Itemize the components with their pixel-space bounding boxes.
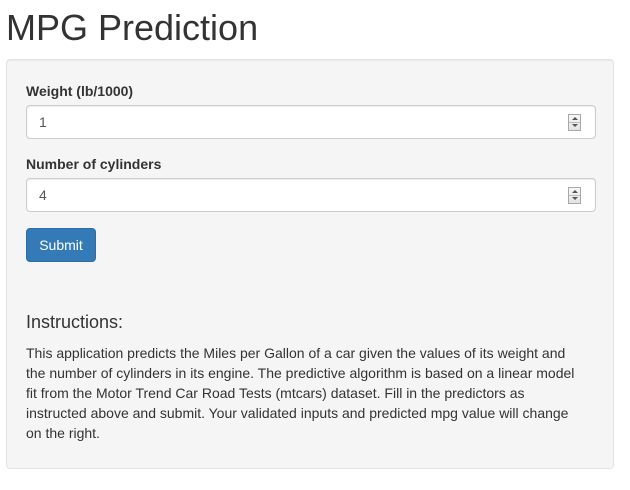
page-title: MPG Prediction (6, 7, 259, 48)
cylinders-spinner[interactable] (568, 187, 581, 204)
input-panel: Weight (lb/1000) 1 Number of cylinders 4… (6, 59, 614, 469)
cylinders-increment-icon[interactable] (569, 188, 580, 196)
cylinders-label: Number of cylinders (26, 156, 162, 172)
weight-decrement-icon[interactable] (569, 123, 580, 130)
cylinders-decrement-icon[interactable] (569, 196, 580, 203)
weight-spinner[interactable] (568, 114, 581, 131)
instructions-text: This application predicts the Miles per … (26, 345, 575, 441)
submit-button[interactable]: Submit (26, 228, 96, 262)
weight-increment-icon[interactable] (569, 115, 580, 123)
weight-input-value: 1 (39, 114, 47, 130)
cylinders-input-value: 4 (39, 187, 47, 203)
instructions-heading: Instructions: (26, 312, 124, 332)
weight-label: Weight (lb/1000) (26, 83, 134, 99)
cylinders-input[interactable]: 4 (26, 178, 596, 212)
weight-input[interactable]: 1 (26, 105, 596, 139)
